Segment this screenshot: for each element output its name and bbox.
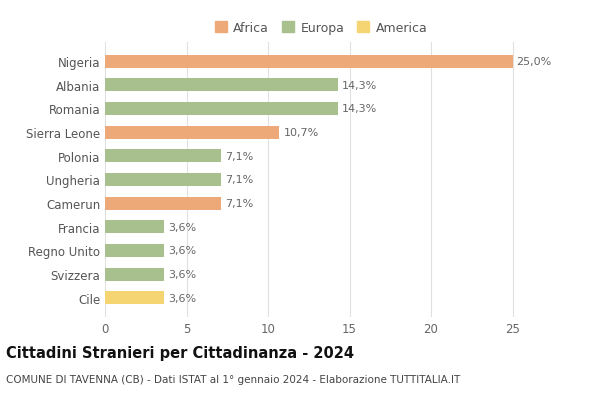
- Bar: [105, 244, 164, 257]
- Text: 3,6%: 3,6%: [168, 222, 196, 232]
- Bar: [105, 79, 338, 92]
- Text: 7,1%: 7,1%: [225, 175, 253, 185]
- Text: 10,7%: 10,7%: [284, 128, 319, 138]
- Text: 3,6%: 3,6%: [168, 246, 196, 256]
- Text: 25,0%: 25,0%: [517, 57, 552, 67]
- Bar: [105, 173, 221, 187]
- Bar: [105, 268, 164, 281]
- Text: 3,6%: 3,6%: [168, 293, 196, 303]
- Bar: [105, 150, 221, 163]
- Bar: [105, 221, 164, 234]
- Bar: [105, 55, 512, 68]
- Text: 14,3%: 14,3%: [342, 81, 377, 90]
- Text: 14,3%: 14,3%: [342, 104, 377, 114]
- Legend: Africa, Europa, America: Africa, Europa, America: [215, 22, 427, 35]
- Bar: [105, 126, 280, 139]
- Text: COMUNE DI TAVENNA (CB) - Dati ISTAT al 1° gennaio 2024 - Elaborazione TUTTITALIA: COMUNE DI TAVENNA (CB) - Dati ISTAT al 1…: [6, 374, 460, 384]
- Bar: [105, 197, 221, 210]
- Text: 7,1%: 7,1%: [225, 151, 253, 161]
- Bar: [105, 292, 164, 305]
- Text: 3,6%: 3,6%: [168, 270, 196, 279]
- Text: Cittadini Stranieri per Cittadinanza - 2024: Cittadini Stranieri per Cittadinanza - 2…: [6, 346, 354, 361]
- Text: 7,1%: 7,1%: [225, 199, 253, 209]
- Bar: [105, 103, 338, 116]
